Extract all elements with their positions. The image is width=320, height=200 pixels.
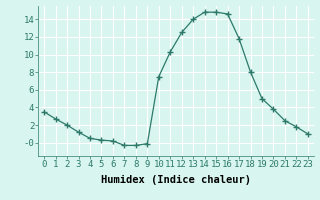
X-axis label: Humidex (Indice chaleur): Humidex (Indice chaleur) bbox=[101, 175, 251, 185]
